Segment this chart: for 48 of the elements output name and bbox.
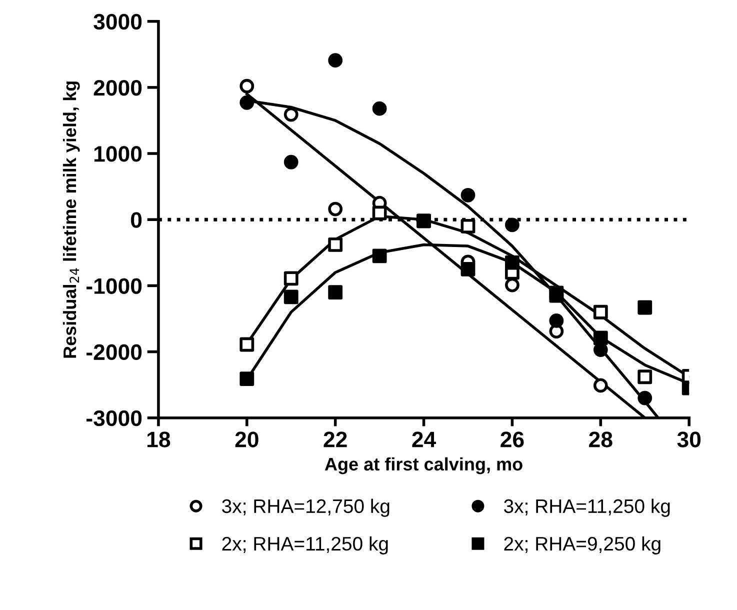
x-tick-label: 26 xyxy=(500,432,524,448)
point xyxy=(638,370,652,384)
point xyxy=(505,255,520,270)
point xyxy=(284,107,298,122)
legend-label: 3x; RHA=12,750 kg xyxy=(222,498,390,517)
x-axis-title: Age at first calving, mo xyxy=(324,457,522,474)
point xyxy=(284,154,298,170)
point xyxy=(328,53,343,68)
point xyxy=(593,330,608,346)
x-tick-label: 18 xyxy=(147,432,170,448)
y-tick-label: -2000 xyxy=(86,344,142,360)
point xyxy=(638,300,652,315)
point xyxy=(328,202,343,216)
y-axis-title: Residual$_{24}$ lifetime milk yield, kg xyxy=(62,82,80,358)
point xyxy=(240,337,254,352)
point xyxy=(460,188,476,202)
point xyxy=(284,271,298,286)
point xyxy=(460,219,476,234)
x-tick-label: 20 xyxy=(235,432,258,448)
legend-label: 2x; RHA=11,250 kg xyxy=(222,536,388,554)
point xyxy=(240,78,254,94)
x-tick-label: 30 xyxy=(677,432,701,448)
point xyxy=(240,95,254,110)
y-tick-label: -1000 xyxy=(86,278,142,294)
y-tick-label: 1000 xyxy=(94,146,142,162)
point xyxy=(372,206,387,220)
point xyxy=(284,290,298,304)
legend-label: 3x; RHA=11,250 kg xyxy=(504,498,670,517)
y-tick-label: 3000 xyxy=(94,14,142,30)
y-tick-label: -3000 xyxy=(86,410,142,426)
point xyxy=(372,248,387,264)
point xyxy=(328,238,343,252)
legend-label: 2x; RHA=9,250 kg xyxy=(504,536,660,554)
point xyxy=(593,304,608,320)
point xyxy=(505,278,520,292)
point xyxy=(460,262,476,276)
x-tick-label: 28 xyxy=(589,432,612,448)
point xyxy=(549,314,564,328)
point xyxy=(240,372,254,386)
y-tick-label: 2000 xyxy=(94,80,142,96)
point xyxy=(638,390,652,406)
x-tick-label: 24 xyxy=(412,432,436,448)
point xyxy=(593,378,608,393)
point xyxy=(372,101,387,116)
y-tick-label: 0 xyxy=(131,212,142,228)
x-tick-label: 22 xyxy=(324,432,347,448)
point xyxy=(505,218,520,232)
point xyxy=(328,285,343,300)
